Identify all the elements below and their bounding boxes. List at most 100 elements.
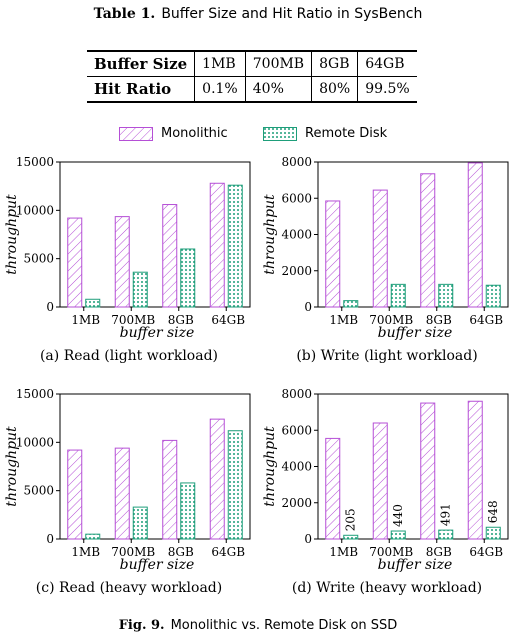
- bar-remote: [485, 284, 501, 308]
- bar-monolithic: [372, 422, 388, 540]
- y-tick-label: 4000: [281, 228, 312, 242]
- bar-monolithic: [467, 162, 483, 308]
- bar-remote: [485, 526, 501, 540]
- table-cell: 99.5%: [357, 76, 417, 103]
- hatch-swatch-icon: [119, 126, 153, 141]
- y-tick-label: 6000: [281, 191, 312, 205]
- bar-monolithic: [420, 173, 436, 308]
- bar-monolithic: [67, 449, 83, 540]
- y-tick-label: 10000: [16, 203, 54, 217]
- y-tick-label: 10000: [16, 435, 54, 449]
- table-cell: Hit Ratio: [87, 76, 195, 103]
- table-row: Buffer Size 1MB 700MB 8GB 64GB: [87, 50, 417, 77]
- bar-remote: [390, 530, 406, 540]
- figure-label: Fig. 9.: [118, 618, 165, 633]
- y-axis-label: throughput: [4, 426, 20, 507]
- legend-item-remote: Remote Disk: [263, 126, 387, 141]
- subfigure-caption: (b) Write (light workload): [296, 348, 477, 364]
- y-tick-label: 4000: [281, 460, 312, 474]
- x-tick-label: 1MB: [71, 313, 100, 327]
- bar-remote: [85, 298, 101, 308]
- plot-frame: [59, 393, 251, 540]
- bar-value-label: 491: [439, 503, 453, 526]
- chart-write-heavy: 0 2000 4000 6000 8000 1MB 205 700MB 440 8GB 491 64G…: [258, 384, 516, 606]
- x-tick-label: 1MB: [71, 545, 100, 559]
- table-cell: 0.1%: [194, 76, 246, 103]
- figure-caption-text: Monolithic vs. Remote Disk on SSD: [170, 618, 398, 633]
- bar-value-label: 440: [391, 504, 405, 527]
- bar-remote: [343, 534, 359, 540]
- y-tick-label: 0: [304, 300, 312, 314]
- chart-svg: 0 2000 4000 6000 8000 1MB 205 700MB 440 8GB 491 64G…: [262, 387, 509, 596]
- y-tick-label: 5000: [23, 252, 54, 266]
- y-tick-label: 15000: [16, 155, 54, 169]
- subfigure-caption: (d) Write (heavy workload): [292, 580, 482, 596]
- x-axis-label: buffer size: [120, 325, 195, 341]
- bar-monolithic: [325, 437, 341, 540]
- bar-remote: [438, 529, 454, 540]
- x-tick-label: 8GB: [426, 545, 452, 559]
- bar-remote: [390, 283, 406, 308]
- x-tick-label: 64GB: [211, 313, 245, 327]
- x-tick-label: 700MB: [369, 313, 413, 327]
- chart-write-light: 0 2000 4000 6000 8000 1MB 700MB 8GB 64GB buffer s…: [258, 152, 516, 374]
- x-tick-label: 700MB: [369, 545, 413, 559]
- legend-label-monolithic: Monolithic: [161, 126, 228, 141]
- table-cell: 40%: [244, 76, 312, 103]
- bar-monolithic: [209, 182, 225, 308]
- bar-monolithic: [162, 439, 178, 540]
- subfigure-caption: (a) Read (light workload): [40, 348, 218, 364]
- bar-monolithic: [67, 217, 83, 308]
- bar-monolithic: [114, 447, 130, 540]
- y-tick-label: 0: [46, 532, 54, 546]
- x-tick-label: 8GB: [168, 545, 194, 559]
- bar-monolithic: [325, 200, 341, 308]
- bar-remote: [180, 248, 196, 308]
- table-cell: 8GB: [311, 50, 358, 77]
- bar-remote: [180, 482, 196, 540]
- bar-remote: [132, 506, 148, 540]
- y-tick-label: 8000: [281, 155, 312, 169]
- bar-remote: [132, 271, 148, 308]
- x-tick-label: 64GB: [469, 313, 503, 327]
- chart-read-light: 0 5000 10000 15000 1MB 700MB 8GB 64GB buffer siz…: [0, 152, 258, 374]
- chart-svg: 0 5000 10000 15000 1MB 700MB 8GB 64GB buffer siz…: [4, 387, 251, 596]
- table-cell: 1MB: [194, 50, 246, 77]
- y-tick-label: 2000: [281, 264, 312, 278]
- x-tick-label: 64GB: [211, 545, 245, 559]
- buffer-table: Buffer Size 1MB 700MB 8GB 64GB Hit Ratio…: [87, 50, 417, 103]
- bar-monolithic: [420, 402, 436, 540]
- x-tick-label: 700MB: [111, 545, 155, 559]
- table-row: Hit Ratio 0.1% 40% 80% 99.5%: [87, 76, 417, 103]
- chart-read-heavy: 0 5000 10000 15000 1MB 700MB 8GB 64GB buffer siz…: [0, 384, 258, 606]
- x-tick-label: 700MB: [111, 313, 155, 327]
- y-tick-label: 5000: [23, 484, 54, 498]
- y-tick-label: 15000: [16, 387, 54, 401]
- x-axis-label: buffer size: [120, 557, 195, 573]
- chart-svg: 0 2000 4000 6000 8000 1MB 700MB 8GB 64GB buffer s…: [262, 155, 509, 364]
- dots-swatch-icon: [263, 126, 297, 141]
- y-tick-label: 2000: [281, 496, 312, 510]
- x-axis-label: buffer size: [378, 325, 453, 341]
- subfigure-caption: (c) Read (heavy workload): [36, 580, 222, 596]
- bar-monolithic: [372, 189, 388, 308]
- x-tick-label: 1MB: [329, 545, 358, 559]
- bar-monolithic: [467, 400, 483, 540]
- legend: Monolithic Remote Disk: [0, 126, 516, 146]
- x-axis-label: buffer size: [378, 557, 453, 573]
- bar-remote: [85, 533, 101, 540]
- table-label: Table 1.: [93, 6, 156, 22]
- y-axis-label: throughput: [4, 194, 20, 275]
- y-axis-label: throughput: [262, 194, 278, 275]
- table-caption: Buffer Size and Hit Ratio in SysBench: [161, 6, 423, 22]
- y-tick-label: 0: [46, 300, 54, 314]
- bar-monolithic: [209, 418, 225, 540]
- y-tick-label: 6000: [281, 423, 312, 437]
- bar-monolithic: [114, 216, 130, 308]
- table-cell: Buffer Size: [87, 50, 195, 77]
- x-tick-label: 8GB: [426, 313, 452, 327]
- y-tick-label: 8000: [281, 387, 312, 401]
- legend-label-remote: Remote Disk: [305, 126, 388, 141]
- bar-value-label: 205: [344, 508, 358, 531]
- bar-remote: [227, 184, 243, 308]
